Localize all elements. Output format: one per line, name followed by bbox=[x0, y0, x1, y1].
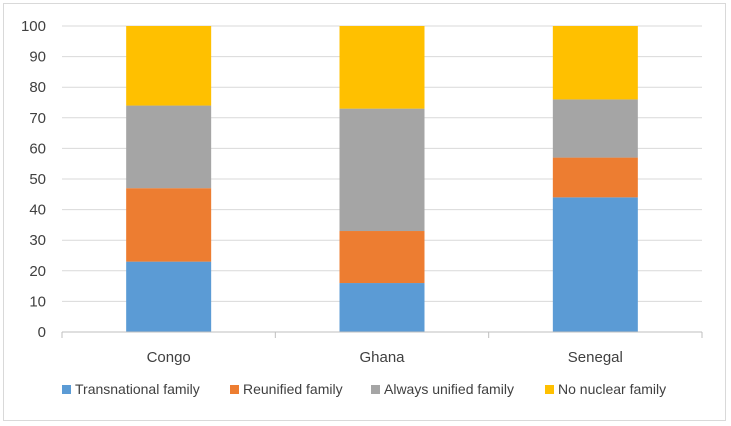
legend-label: Reunified family bbox=[243, 381, 343, 397]
y-tick-label: 10 bbox=[29, 293, 46, 310]
y-tick-label: 0 bbox=[38, 324, 46, 341]
x-tick-label-ghana: Ghana bbox=[359, 349, 405, 366]
legend-swatch-reunified-family bbox=[230, 385, 239, 394]
legend: Transnational family Reunified family Alwa… bbox=[62, 381, 666, 397]
bar-ghana-transnational-family bbox=[339, 283, 425, 332]
y-tick-label: 60 bbox=[29, 140, 46, 157]
y-tick-label: 80 bbox=[29, 79, 46, 96]
legend-label: No nuclear family bbox=[558, 381, 666, 397]
legend-swatch-transnational-family bbox=[62, 385, 71, 394]
x-axis-tick-labels: Congo Ghana Senegal bbox=[61, 332, 703, 366]
bar-ghana-always-unified-family bbox=[339, 108, 425, 232]
legend-swatch-no-nuclear-family bbox=[545, 385, 554, 394]
y-tick-label: 90 bbox=[29, 49, 46, 66]
bar-congo-always-unified-family bbox=[126, 105, 212, 189]
y-axis-tick-labels: 0 10 20 30 40 50 60 70 80 90 100 bbox=[21, 18, 46, 341]
bar-senegal-always-unified-family bbox=[552, 99, 638, 158]
bar-senegal-no-nuclear-family bbox=[552, 26, 638, 100]
bar-ghana-no-nuclear-family bbox=[339, 26, 425, 109]
bar-congo-transnational-family bbox=[126, 261, 212, 332]
y-tick-label: 100 bbox=[21, 18, 46, 35]
legend-swatch-always-unified-family bbox=[371, 385, 380, 394]
y-tick-label: 70 bbox=[29, 110, 46, 127]
bars bbox=[126, 26, 638, 332]
bar-senegal-transnational-family bbox=[552, 197, 638, 332]
y-tick-label: 40 bbox=[29, 202, 46, 219]
bar-congo-reunified-family bbox=[126, 188, 212, 262]
y-tick-label: 20 bbox=[29, 263, 46, 280]
legend-label: Always unified family bbox=[384, 381, 514, 397]
y-tick-label: 30 bbox=[29, 232, 46, 249]
y-tick-label: 50 bbox=[29, 171, 46, 188]
x-tick-label-congo: Congo bbox=[147, 349, 191, 366]
bar-senegal-reunified-family bbox=[552, 157, 638, 198]
legend-label: Transnational family bbox=[75, 381, 200, 397]
x-tick-label-senegal: Senegal bbox=[568, 349, 623, 366]
bar-ghana-reunified-family bbox=[339, 231, 425, 284]
bar-congo-no-nuclear-family bbox=[126, 26, 212, 106]
